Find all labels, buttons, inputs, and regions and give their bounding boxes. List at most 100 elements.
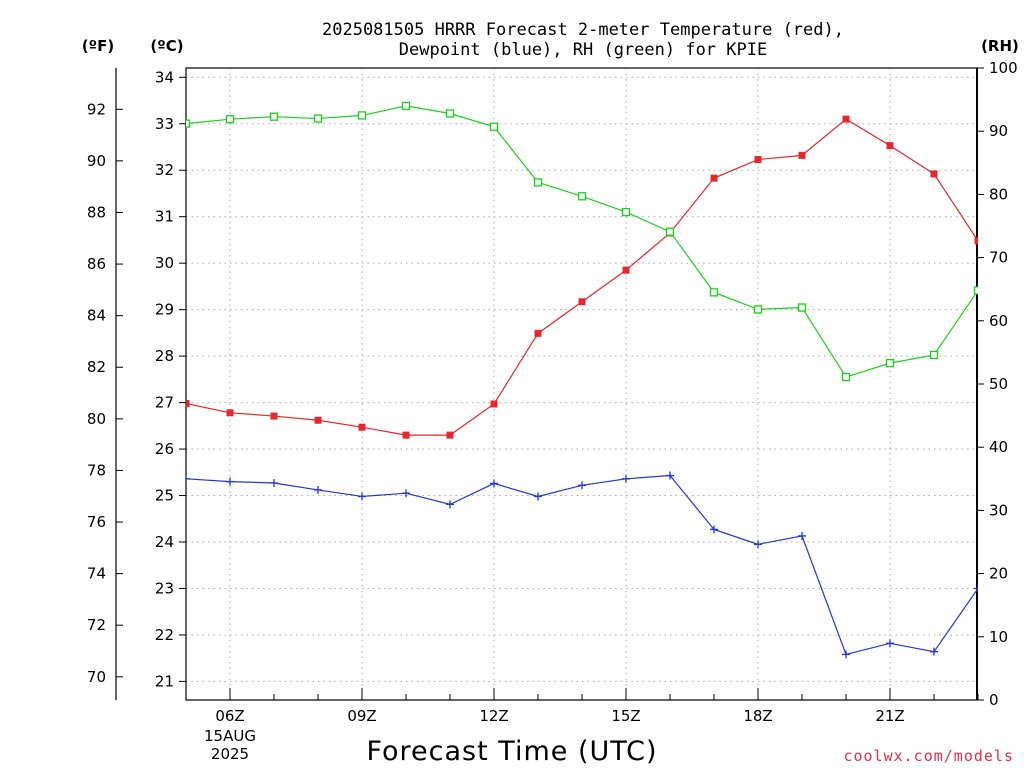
dewpoint-point	[578, 481, 586, 490]
celsius-tick-label: 33	[155, 115, 174, 133]
temperature-point	[226, 409, 234, 417]
fahrenheit-unit-label: (ºF)	[82, 37, 114, 55]
celsius-tick-label: 31	[155, 208, 174, 226]
temperature-point	[402, 431, 410, 439]
rh-tick-label: 60	[989, 312, 1008, 330]
temperature-point	[270, 412, 278, 420]
dewpoint-point	[186, 474, 190, 483]
temperature-series-line	[186, 118, 978, 436]
celsius-tick-label: 29	[155, 301, 174, 319]
x-tick-label: 18Z	[743, 707, 772, 725]
x-tick-label: 09Z	[347, 707, 376, 725]
axes: 70 72 74 76 78 80 82 84 86 88 90 92 21 22 23 24 25 26 27 28…	[87, 59, 1018, 763]
celsius-tick-label: 23	[155, 579, 174, 597]
fahrenheit-tick-label: 72	[87, 616, 106, 634]
dewpoint-point	[402, 489, 410, 498]
rh-point	[709, 288, 719, 297]
rh-point	[753, 305, 763, 314]
temperature-point	[578, 298, 586, 306]
celsius-tick-label: 21	[155, 672, 174, 690]
dewpoint-point	[270, 478, 278, 487]
celsius-unit-label: (ºC)	[150, 37, 183, 55]
rh-point	[841, 372, 851, 382]
fahrenheit-tick-label: 74	[87, 565, 106, 583]
plot-frame	[185, 67, 978, 701]
temperature-point	[842, 115, 850, 123]
temperature-point	[798, 151, 806, 159]
rh-tick-label: 30	[989, 501, 1008, 519]
rh-point	[401, 101, 411, 111]
x-axis-label: Forecast Time (UTC)	[366, 736, 657, 767]
celsius-tick-label: 25	[155, 487, 174, 505]
dewpoint-series-line	[186, 474, 978, 656]
celsius-tick-label: 28	[155, 347, 174, 365]
fahrenheit-tick-label: 78	[87, 461, 106, 479]
temperature-point	[886, 142, 894, 150]
temperature-point	[930, 170, 938, 178]
rh-point	[929, 350, 939, 360]
fahrenheit-tick-label: 80	[87, 410, 106, 428]
temperature-point	[186, 400, 190, 408]
rh-point	[885, 358, 895, 368]
rh-point	[577, 192, 587, 201]
dewpoint-point	[226, 477, 234, 486]
temperature-point	[974, 237, 978, 245]
dewpoint-point	[534, 492, 542, 501]
dewpoint-point	[974, 584, 978, 593]
rh-point	[973, 286, 978, 295]
fahrenheit-tick-label: 86	[87, 255, 106, 273]
celsius-tick-label: 22	[155, 626, 174, 644]
x-date-label: 15AUG	[204, 727, 256, 745]
rh-point	[533, 178, 543, 187]
rh-point	[357, 111, 367, 120]
chart-title-line2: Dewpoint (blue), RH (green) for KPIE	[399, 40, 767, 60]
fahrenheit-tick-label: 70	[87, 668, 106, 686]
fahrenheit-tick-label: 82	[87, 358, 106, 376]
celsius-tick-label: 26	[155, 440, 174, 458]
fahrenheit-tick-label: 76	[87, 513, 106, 531]
fahrenheit-tick-label: 84	[87, 307, 106, 325]
celsius-tick-label: 32	[155, 161, 174, 179]
temperature-point	[358, 423, 366, 431]
rh-point	[186, 119, 191, 128]
rh-point	[225, 115, 235, 124]
dewpoint-point	[314, 485, 322, 494]
chart-title-line1: 2025081505 HRRR Forecast 2-meter Tempera…	[322, 20, 844, 40]
dewpoint-point	[886, 639, 894, 648]
dewpoint-point	[798, 531, 806, 540]
rh-tick-label: 100	[989, 59, 1018, 77]
rh-point	[797, 303, 807, 312]
dewpoint-point	[710, 525, 718, 534]
dewpoint-point	[358, 492, 366, 501]
dewpoint-point	[930, 647, 938, 656]
celsius-tick-label: 24	[155, 533, 174, 551]
grid	[186, 68, 977, 700]
temperature-point	[622, 266, 630, 274]
temperature-point	[710, 174, 718, 182]
temperature-point	[754, 156, 762, 164]
fahrenheit-tick-label: 92	[87, 100, 106, 118]
dewpoint-point	[622, 474, 630, 483]
rh-tick-label: 50	[989, 375, 1008, 393]
rh-point	[313, 114, 323, 123]
x-date-label: 2025	[211, 745, 249, 763]
x-tick-label: 06Z	[215, 707, 244, 725]
rh-tick-label: 40	[989, 438, 1008, 456]
x-tick-label: 12Z	[479, 707, 508, 725]
fahrenheit-tick-label: 90	[87, 152, 106, 170]
dewpoint-point	[490, 479, 498, 488]
fahrenheit-tick-label: 88	[87, 203, 106, 221]
celsius-tick-label: 34	[155, 68, 174, 86]
rh-tick-label: 70	[989, 249, 1008, 267]
credit-text: coolwx.com/models	[843, 747, 1014, 765]
rh-tick-label: 80	[989, 185, 1008, 203]
rh-point	[489, 122, 499, 131]
rh-unit-label: (RH)	[981, 37, 1019, 55]
rh-tick-label: 90	[989, 122, 1008, 140]
celsius-tick-label: 27	[155, 394, 174, 412]
series	[186, 101, 978, 659]
dewpoint-point	[842, 650, 850, 659]
temperature-point	[490, 400, 498, 408]
celsius-tick-label: 30	[155, 254, 174, 272]
rh-point	[665, 227, 675, 236]
